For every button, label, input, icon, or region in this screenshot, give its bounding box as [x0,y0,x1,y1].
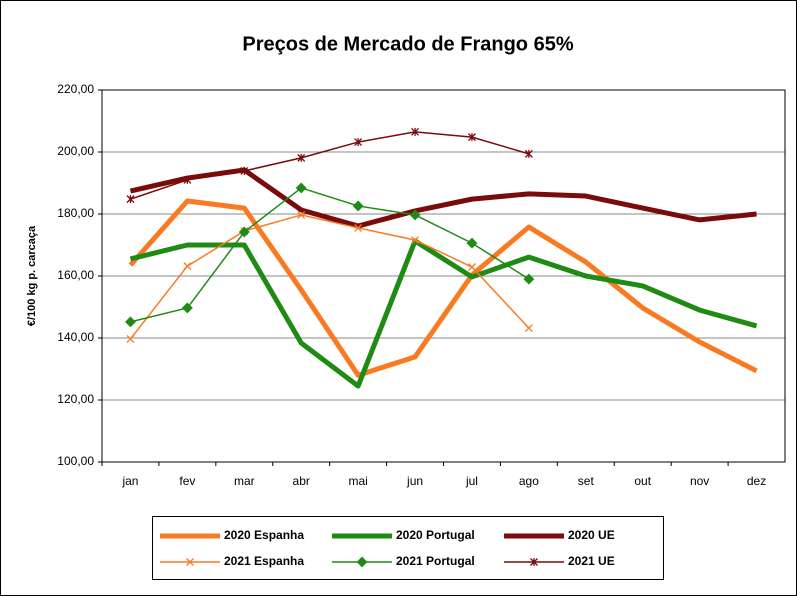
marker [523,273,535,285]
y-tick-label: 200,00 [57,144,94,158]
x-tick-label: set [578,474,595,488]
marker [467,263,476,271]
x-tick-label: abr [293,474,310,488]
legend-label: 2020 Portugal [396,528,475,542]
series-line [129,167,757,229]
x-tick-label: dez [747,474,766,488]
marker [297,153,306,162]
y-axis-label: €/100 kg p. carcaça [26,225,38,326]
y-tick-label: 120,00 [57,392,94,406]
y-tick-label: 100,00 [57,454,94,468]
marker [126,334,135,343]
y-tick-label: 180,00 [57,206,94,220]
series-line [130,187,530,323]
legend-label: 2021 Portugal [396,554,475,568]
x-tick-label: jan [121,474,138,488]
chart-title: Preços de Mercado de Frango 65% [242,33,573,55]
x-tick-label: jun [406,474,423,488]
legend-box [152,516,664,580]
x-tick-label: out [634,474,651,488]
marker [297,210,306,219]
series-line [128,198,758,378]
x-tick-label: mar [234,474,255,488]
series-line [130,131,530,200]
marker [295,182,307,194]
legend-label: 2020 UE [568,528,615,542]
marker [467,133,476,142]
marker [356,556,368,568]
x-tick-label: jul [465,474,478,488]
marker [183,262,192,271]
legend-label: 2020 Espanha [224,528,304,542]
y-tick-label: 220,00 [57,82,94,96]
y-tick-label: 160,00 [57,268,94,282]
legend-label: 2021 UE [568,554,615,568]
marker [352,200,364,212]
x-tick-label: fev [179,474,195,488]
marker [181,302,193,314]
marker [238,226,250,238]
marker [530,558,538,566]
marker [524,149,533,158]
marker [186,558,194,566]
y-tick-label: 140,00 [57,330,94,344]
series-line [129,214,530,340]
marker [409,209,421,221]
marker [354,138,363,147]
x-tick-label: mai [348,474,367,488]
marker [354,223,363,232]
marker [125,316,136,328]
marker [126,195,135,204]
marker [466,237,478,249]
marker [411,127,420,136]
marker [240,166,249,175]
marker [183,175,192,184]
x-tick-label: nov [690,474,709,488]
marker [524,324,533,333]
legend-label: 2021 Espanha [224,554,304,568]
x-tick-label: ago [519,474,539,488]
marker [411,236,420,244]
